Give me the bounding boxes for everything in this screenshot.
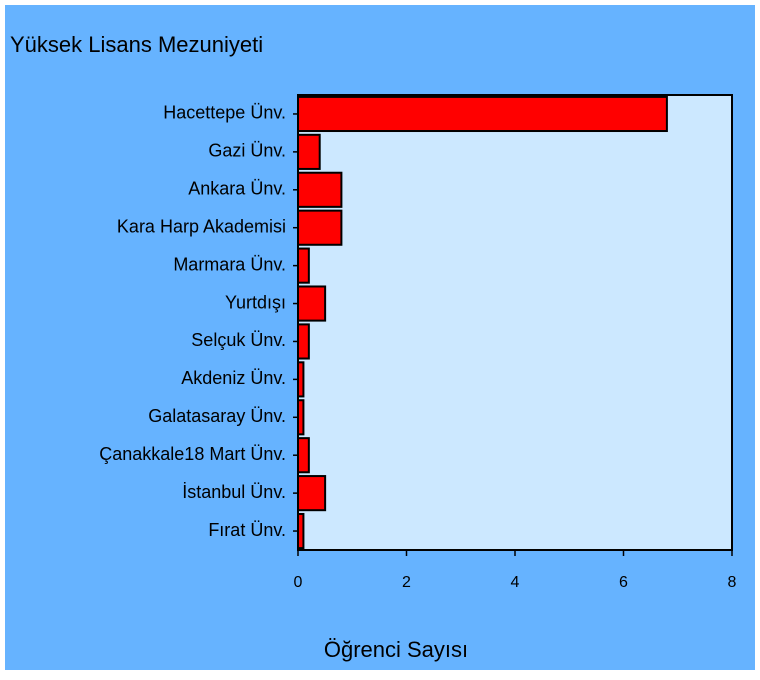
- x-tick-label: 4: [511, 574, 520, 591]
- chart-title: Yüksek Lisans Mezuniyeti: [10, 32, 263, 57]
- bar: [297, 475, 327, 512]
- bar: [297, 437, 310, 474]
- bar: [297, 323, 310, 360]
- bar: [297, 285, 327, 322]
- y-tick-label: Akdeniz Ünv.: [181, 368, 286, 388]
- bar: [297, 209, 343, 246]
- bar: [297, 361, 305, 398]
- x-tick-label: 8: [728, 574, 737, 591]
- y-tick-label: Gazi Ünv.: [208, 141, 286, 161]
- bar: [297, 512, 305, 550]
- bar: [297, 95, 668, 133]
- y-tick-label: Marmara Ünv.: [173, 254, 286, 274]
- y-tick-label: Kara Harp Akademisi: [117, 216, 286, 236]
- y-tick-label: Hacettepe Ünv.: [163, 103, 286, 123]
- bar: [297, 247, 310, 284]
- y-tick-label: Fırat Ünv.: [208, 520, 286, 540]
- plot-area: [297, 94, 733, 551]
- x-tick-label: 0: [294, 574, 303, 591]
- x-tick-label: 6: [619, 574, 628, 591]
- y-tick-label: Yurtdışı: [225, 292, 286, 312]
- bar: [297, 399, 305, 436]
- y-tick-label: İstanbul Ünv.: [182, 482, 286, 502]
- x-axis-label: Öğrenci Sayısı: [324, 637, 468, 662]
- y-tick-label: Selçuk Ünv.: [191, 330, 286, 350]
- y-tick-label: Çanakkale18 Mart Ünv.: [99, 444, 286, 464]
- y-tick-label: Ankara Ünv.: [188, 179, 286, 199]
- y-tick-label: Galatasaray Ünv.: [148, 406, 286, 426]
- bar: [297, 133, 321, 170]
- x-tick-label: 2: [402, 574, 411, 591]
- bar: [297, 171, 343, 208]
